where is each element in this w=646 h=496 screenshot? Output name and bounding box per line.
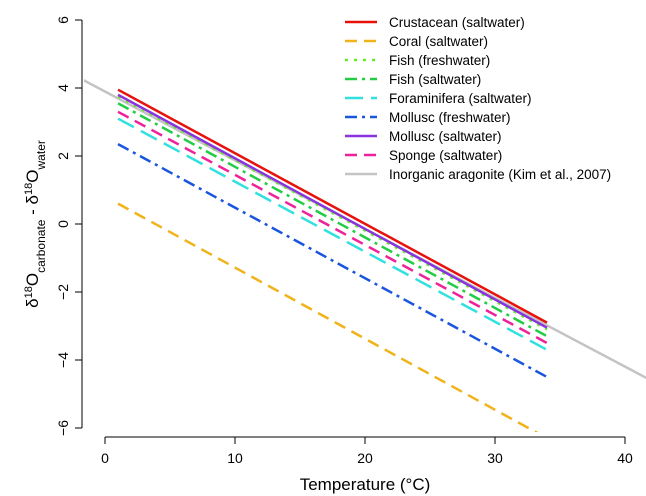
y-tick-label: −2 (55, 284, 71, 300)
x-tick-label: 30 (487, 450, 503, 466)
series-line (117, 88, 548, 324)
legend-label: Sponge (saltwater) (389, 148, 502, 163)
x-ticks: 0 10 20 30 40 (101, 437, 633, 466)
y-title-delta: δ (23, 298, 42, 307)
x-tick-label: 0 (101, 450, 109, 466)
y-ticks: −6 −4 −2 0 2 4 6 (55, 16, 82, 436)
series-line (117, 102, 548, 338)
series-line (117, 95, 548, 331)
y-title-sub2: water (34, 140, 48, 170)
x-tick-label: 40 (617, 450, 633, 466)
legend-label: Mollusc (freshwater) (389, 110, 511, 125)
legend-label: Fish (saltwater) (389, 72, 481, 87)
y-title-sup2: 18 (23, 183, 35, 195)
series-line (117, 143, 548, 379)
legend-label: Mollusc (saltwater) (389, 129, 502, 144)
y-title-sub1: carbonate (34, 219, 48, 273)
series-line (84, 79, 646, 380)
y-tick-label: 2 (55, 152, 71, 160)
series-line (117, 93, 548, 329)
legend: Crustacean (saltwater) Coral (saltwater) F… (345, 15, 611, 182)
legend-label: Crustacean (saltwater) (389, 15, 525, 30)
y-tick-label: −4 (55, 352, 71, 368)
y-title-o1: O (23, 273, 42, 286)
legend-label: Coral (saltwater) (389, 34, 488, 49)
legend-label: Inorganic aragonite (Kim et al., 2007) (389, 167, 611, 182)
y-tick-label: 4 (55, 84, 71, 92)
x-tick-label: 10 (227, 450, 243, 466)
legend-label: Fish (freshwater) (389, 53, 490, 68)
y-title-minus: - δ (23, 195, 42, 220)
y-title-sup1: 18 (23, 286, 35, 298)
y-tick-label: 0 (55, 220, 71, 228)
x-tick-label: 20 (357, 450, 373, 466)
y-axis-title: δ18Ocarbonate - δ18Owater (23, 140, 48, 308)
x-axis: 0 10 20 30 40 Temperature (°C) (101, 436, 633, 494)
series-line (117, 202, 539, 432)
series-lines (84, 79, 646, 432)
legend-label: Foraminifera (saltwater) (389, 91, 532, 106)
y-tick-label: 6 (55, 16, 71, 24)
series-line (117, 117, 548, 351)
series-line (117, 110, 548, 345)
x-axis-title: Temperature (°C) (300, 475, 431, 494)
y-tick-label: −6 (55, 420, 71, 436)
y-title-o2: O (23, 169, 42, 182)
